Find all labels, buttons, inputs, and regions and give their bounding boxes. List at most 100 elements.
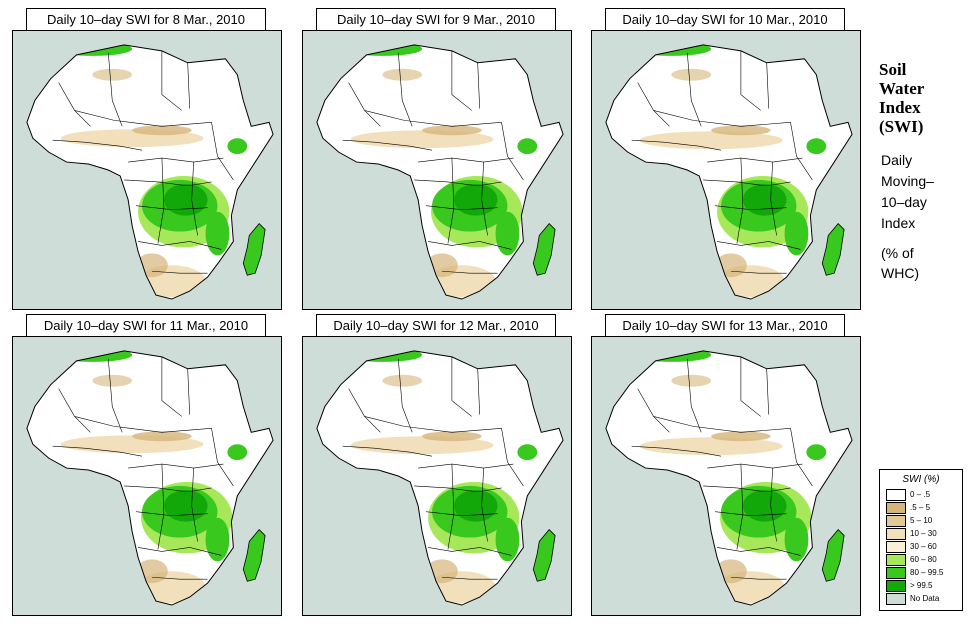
country-border xyxy=(414,485,502,493)
country-border xyxy=(414,179,502,187)
country-border xyxy=(187,62,190,109)
very-wet-zone xyxy=(163,489,208,522)
country-border xyxy=(451,356,472,417)
coastline xyxy=(26,350,274,606)
africa-map xyxy=(591,336,861,616)
country-border xyxy=(637,388,670,433)
country-border xyxy=(397,358,413,433)
country-border xyxy=(481,162,488,236)
country-border xyxy=(151,576,208,580)
country-border xyxy=(477,368,480,415)
country-border xyxy=(501,122,524,181)
coastline xyxy=(316,350,564,606)
side-desc-line: Index xyxy=(881,215,916,231)
dry-patch xyxy=(715,559,747,584)
side-title-line: Soil xyxy=(879,60,907,79)
country-border xyxy=(740,356,761,417)
country-border xyxy=(136,511,208,517)
wet-zone xyxy=(517,138,538,155)
legend-title: SWI (%) xyxy=(902,474,940,485)
very-wet-zone xyxy=(453,489,498,522)
country-border xyxy=(501,428,524,487)
country-border xyxy=(481,468,488,542)
africa-map xyxy=(302,336,572,616)
dry-patch xyxy=(671,68,712,81)
dry-patch xyxy=(422,125,482,136)
side-desc-line: Moving– xyxy=(881,173,934,189)
country-border xyxy=(128,463,224,469)
wet-zone xyxy=(205,211,230,256)
africa-map xyxy=(12,336,282,616)
country-border xyxy=(631,445,722,457)
country-border xyxy=(342,139,433,151)
map-panel-3: Daily 10–day SWI for 10 Mar., 2010 xyxy=(591,8,861,310)
legend-label: 5 – 10 xyxy=(910,516,933,525)
dry-patch xyxy=(422,431,482,442)
wet-zone xyxy=(631,44,712,56)
legend-swatch xyxy=(886,593,906,605)
dry-patch xyxy=(382,374,423,387)
country-border xyxy=(161,50,182,111)
dry-patch xyxy=(382,68,423,81)
country-border xyxy=(686,358,702,433)
country-border xyxy=(124,485,212,493)
madagascar-shape xyxy=(242,223,266,276)
dry-zone xyxy=(639,437,783,456)
dry-zone xyxy=(639,131,783,150)
madagascar-shape xyxy=(242,529,266,582)
wet-zone xyxy=(342,44,423,56)
country-border xyxy=(740,50,761,111)
country-border xyxy=(703,179,791,187)
side-title: Soil Water Index (SWI) xyxy=(879,60,965,136)
country-border xyxy=(451,50,472,111)
madagascar-shape xyxy=(821,529,845,582)
country-border xyxy=(736,464,744,550)
dry-patch xyxy=(92,374,133,387)
dry-patch xyxy=(671,374,712,387)
country-border xyxy=(441,576,498,580)
country-border xyxy=(715,511,787,517)
legend-swatch xyxy=(886,515,906,527)
country-border xyxy=(418,157,514,163)
wet-zone xyxy=(52,44,133,56)
map-panel-6: Daily 10–day SWI for 13 Mar., 2010 xyxy=(591,314,861,616)
africa-map xyxy=(12,30,282,310)
wet-zone xyxy=(205,517,230,562)
country-border xyxy=(342,445,433,457)
country-border xyxy=(428,241,512,250)
wet-zone xyxy=(517,444,538,461)
country-border xyxy=(653,416,791,433)
very-wet-zone xyxy=(742,183,787,216)
country-border xyxy=(397,52,413,127)
madagascar-shape xyxy=(821,223,845,276)
legend-label: 10 – 30 xyxy=(910,529,937,538)
country-border xyxy=(124,179,212,187)
country-border xyxy=(766,368,769,415)
wet-zone xyxy=(631,350,712,362)
legend-swatch xyxy=(886,528,906,540)
legend-label: No Data xyxy=(910,594,940,603)
country-border xyxy=(74,416,212,433)
country-border xyxy=(138,547,222,556)
dry-patch xyxy=(132,431,192,442)
country-border xyxy=(447,158,455,244)
country-border xyxy=(136,205,208,211)
country-border xyxy=(157,158,165,244)
dry-patch xyxy=(92,68,133,81)
wet-zone xyxy=(227,138,248,155)
country-border xyxy=(770,468,777,542)
country-border xyxy=(717,241,801,250)
country-border xyxy=(138,241,222,250)
country-border xyxy=(128,157,224,163)
country-border xyxy=(447,464,455,550)
country-border xyxy=(707,157,803,163)
legend-label: > 99.5 xyxy=(910,581,933,590)
panel-title: Daily 10–day SWI for 9 Mar., 2010 xyxy=(316,8,556,32)
country-border xyxy=(426,511,498,517)
legend-label: 0 – .5 xyxy=(910,490,931,499)
country-border xyxy=(707,463,803,469)
country-border xyxy=(107,52,123,127)
panel-title: Daily 10–day SWI for 11 Mar., 2010 xyxy=(26,314,266,338)
country-border xyxy=(364,110,502,127)
dry-patch xyxy=(136,559,168,584)
